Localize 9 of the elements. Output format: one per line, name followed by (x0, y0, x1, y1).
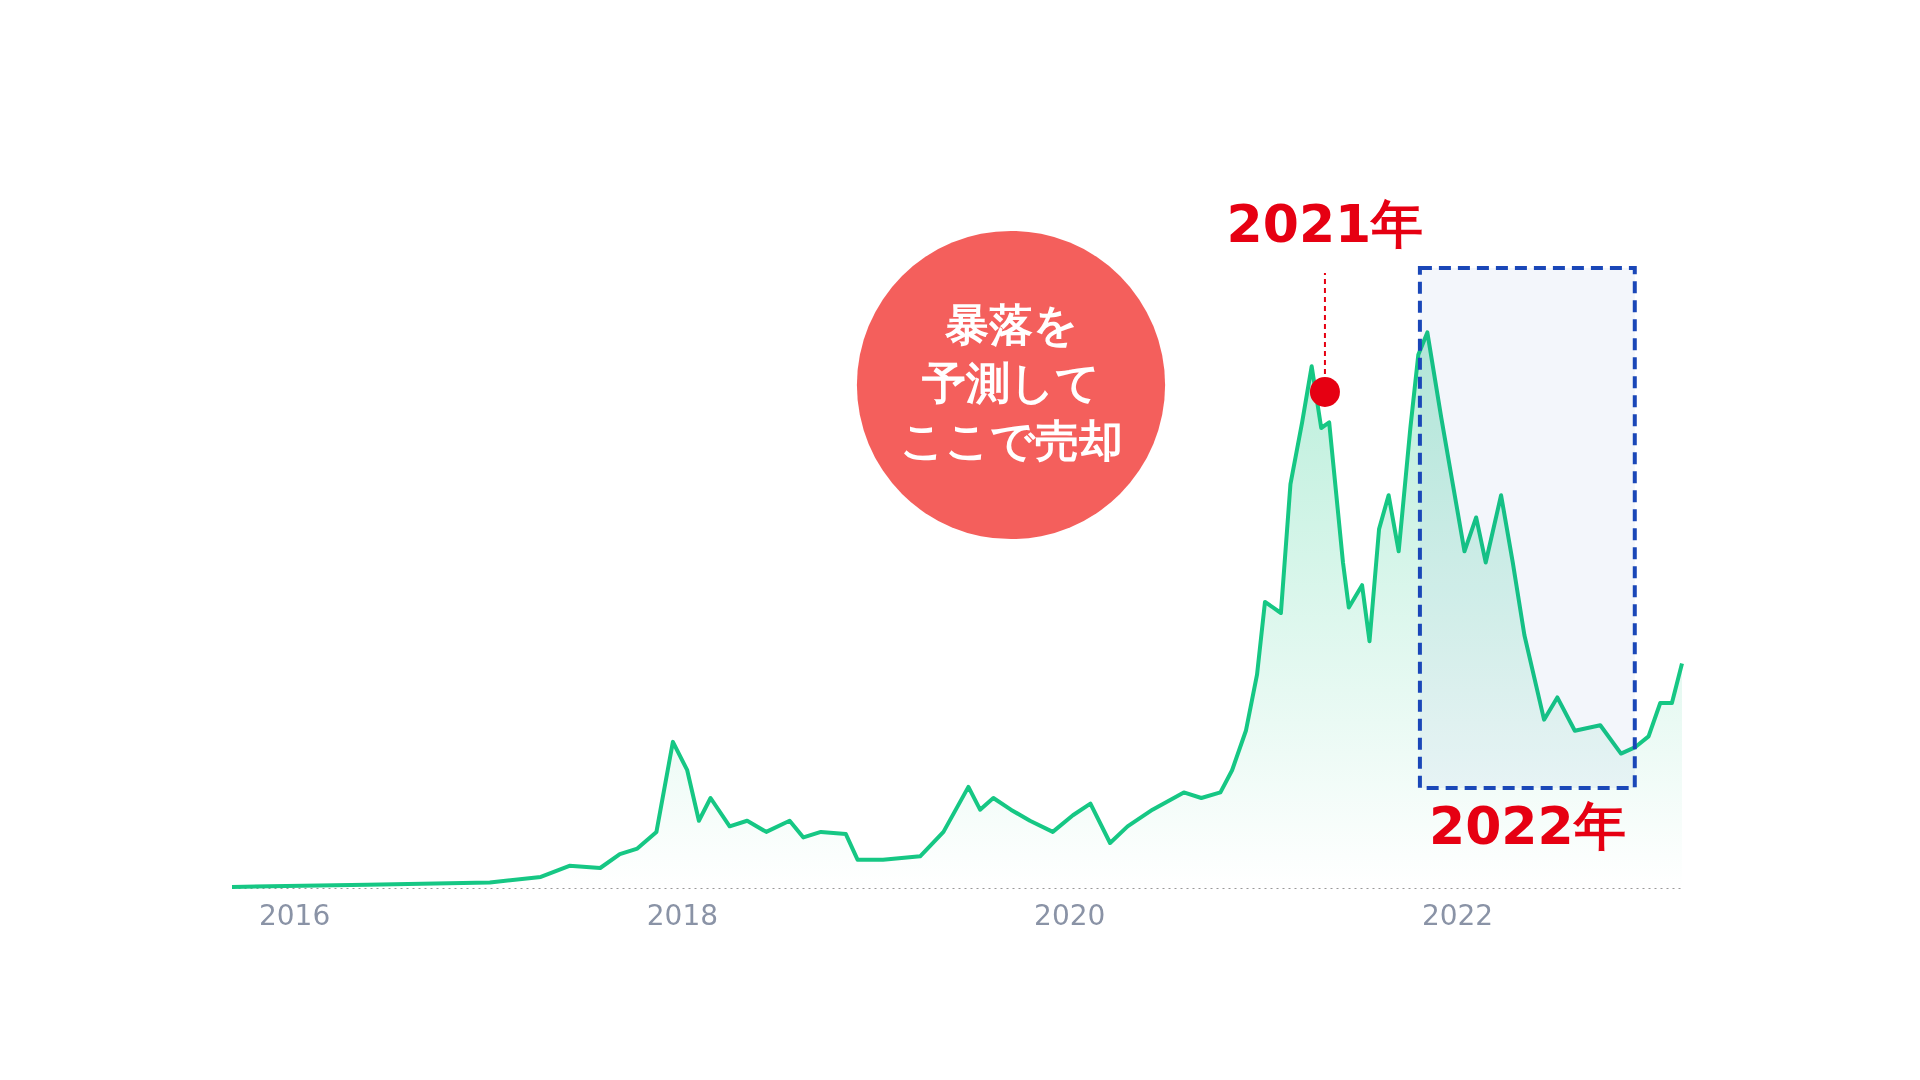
annotation: 暴落を (943, 299, 1078, 350)
x-tick-label: 2022 (1421, 898, 1494, 932)
x-tick-label: 2020 (1034, 898, 1106, 932)
x-tick-label: 2018 (646, 898, 719, 932)
x-tick-label: 2016 (258, 898, 331, 932)
annotation: 2021年 (1226, 194, 1424, 254)
annotation: 予測して (922, 357, 1100, 408)
annotation: ここで売却 (899, 415, 1123, 466)
band-label: 2022年 (1428, 796, 1626, 856)
